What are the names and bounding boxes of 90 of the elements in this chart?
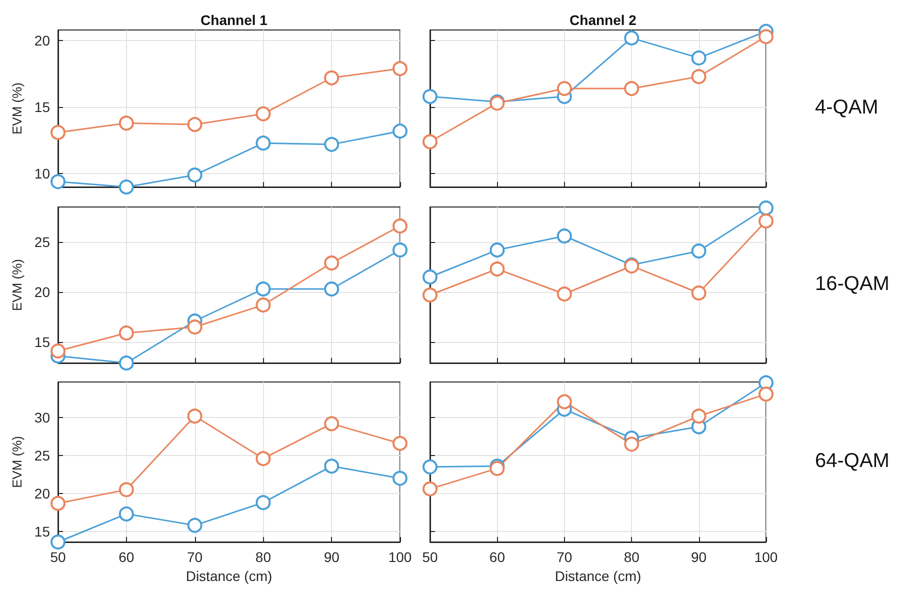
y-axis-title: EVM (%) bbox=[10, 436, 25, 488]
point bbox=[392, 436, 408, 451]
point bbox=[624, 436, 640, 452]
chart-title: Channel 2 bbox=[570, 12, 637, 28]
point bbox=[187, 116, 202, 132]
point bbox=[691, 244, 706, 258]
point bbox=[50, 496, 66, 511]
x-tick-label: 60 bbox=[489, 549, 506, 565]
x-tick-label: 50 bbox=[422, 549, 438, 565]
point bbox=[691, 286, 706, 300]
point bbox=[392, 124, 408, 139]
text: 4-QAM bbox=[815, 96, 878, 118]
point bbox=[256, 282, 271, 296]
y-tick-label: 30 bbox=[34, 410, 50, 426]
point bbox=[256, 298, 271, 312]
point bbox=[324, 256, 340, 270]
point bbox=[758, 29, 774, 44]
x-tick-label: 50 bbox=[50, 549, 66, 565]
y-tick-label: 15 bbox=[34, 334, 50, 350]
point bbox=[758, 386, 774, 402]
y-tick-label: 15 bbox=[34, 523, 50, 540]
y-tick-label: 20 bbox=[34, 32, 50, 49]
point bbox=[556, 228, 572, 244]
x-tick-label: 80 bbox=[624, 549, 640, 565]
point bbox=[187, 320, 202, 334]
text: 16-QAM bbox=[815, 273, 890, 295]
point bbox=[624, 30, 640, 46]
point bbox=[118, 326, 134, 340]
point bbox=[422, 288, 438, 302]
point bbox=[490, 242, 505, 258]
point bbox=[758, 214, 774, 228]
point bbox=[392, 242, 408, 258]
point bbox=[556, 394, 572, 410]
point bbox=[187, 518, 202, 533]
point bbox=[118, 506, 134, 522]
point bbox=[324, 136, 340, 152]
x-tick-label: 70 bbox=[187, 549, 203, 565]
point bbox=[256, 495, 271, 510]
x-tick-label: 70 bbox=[556, 549, 572, 565]
point bbox=[50, 124, 66, 140]
text: 64-QAM bbox=[815, 450, 890, 472]
point bbox=[118, 482, 134, 498]
point bbox=[422, 89, 438, 104]
chart-title: Channel 1 bbox=[200, 12, 268, 28]
point bbox=[392, 470, 408, 486]
point bbox=[256, 136, 271, 151]
point bbox=[187, 168, 202, 183]
point bbox=[758, 200, 774, 216]
point bbox=[50, 174, 66, 190]
point bbox=[422, 270, 438, 284]
point bbox=[422, 459, 438, 474]
point bbox=[187, 408, 202, 424]
x-tick-label: 100 bbox=[388, 549, 412, 565]
y-tick-label: 20 bbox=[34, 284, 50, 300]
point bbox=[624, 81, 640, 96]
point bbox=[324, 70, 340, 86]
x-tick-label: 80 bbox=[255, 549, 272, 565]
point bbox=[422, 481, 438, 496]
x-axis-title: Distance (cm) bbox=[186, 568, 272, 584]
point bbox=[118, 180, 134, 194]
point bbox=[256, 106, 271, 122]
point bbox=[118, 356, 134, 370]
y-tick-label: 20 bbox=[34, 485, 50, 502]
point bbox=[324, 458, 340, 474]
y-tick-label: 10 bbox=[34, 166, 50, 182]
y-tick-label: 25 bbox=[34, 234, 50, 250]
x-axis-title: Distance (cm) bbox=[554, 568, 642, 584]
point bbox=[324, 282, 340, 296]
y-axis-title: EVM (%) bbox=[10, 82, 25, 134]
point bbox=[50, 344, 66, 358]
y-tick-label: 15 bbox=[34, 99, 50, 116]
point bbox=[490, 262, 505, 276]
point bbox=[556, 286, 572, 302]
point bbox=[392, 61, 408, 76]
point bbox=[392, 218, 408, 234]
point bbox=[691, 50, 706, 66]
point bbox=[118, 116, 134, 131]
x-tick-label: 100 bbox=[754, 549, 778, 565]
point bbox=[691, 408, 706, 424]
point bbox=[422, 134, 438, 150]
x-tick-label: 90 bbox=[691, 549, 707, 565]
x-tick-label: 60 bbox=[118, 549, 134, 565]
point bbox=[556, 81, 572, 96]
point bbox=[691, 69, 706, 84]
point bbox=[50, 534, 66, 550]
y-tick-label: 25 bbox=[34, 448, 50, 464]
x-tick-label: 90 bbox=[324, 549, 340, 565]
point bbox=[256, 451, 271, 466]
y-axis-title: EVM (%) bbox=[10, 259, 25, 311]
point bbox=[324, 416, 340, 432]
